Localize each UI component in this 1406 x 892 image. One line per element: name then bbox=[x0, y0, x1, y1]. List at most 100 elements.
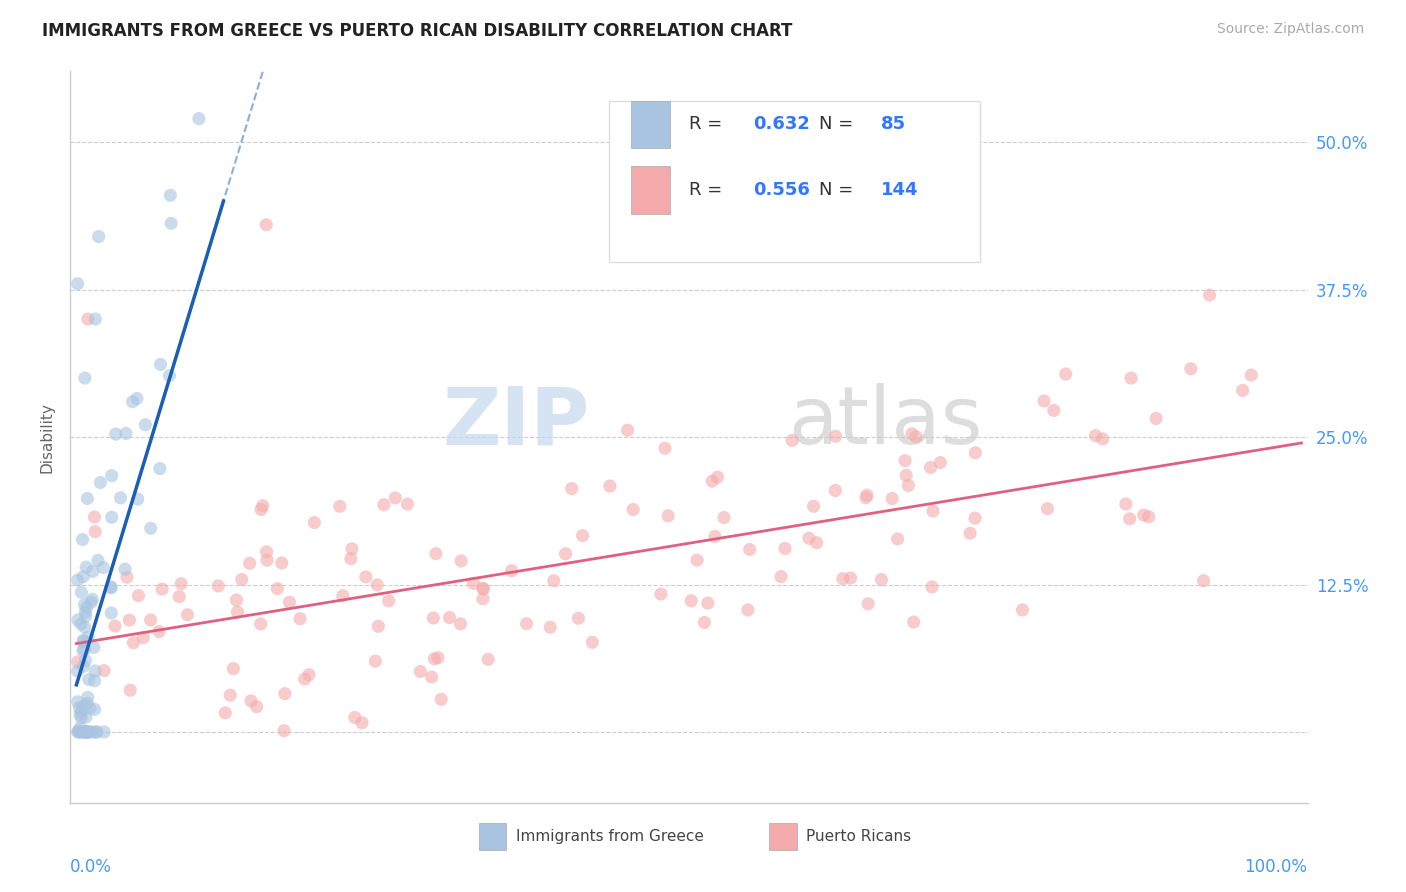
Point bbox=[76, 725, 98, 739]
Point bbox=[278, 595, 301, 609]
Text: ZIP: ZIP bbox=[443, 384, 591, 461]
Point bbox=[93, 725, 115, 739]
Point bbox=[266, 582, 288, 596]
Point bbox=[1144, 411, 1167, 425]
Point bbox=[922, 504, 945, 518]
Point bbox=[1036, 501, 1059, 516]
Point bbox=[831, 572, 853, 586]
Point bbox=[84, 725, 107, 739]
Point bbox=[82, 725, 104, 739]
Point bbox=[366, 578, 388, 592]
Point bbox=[167, 590, 190, 604]
Point bbox=[70, 617, 93, 632]
Point bbox=[150, 582, 173, 596]
Point bbox=[693, 615, 716, 630]
Point bbox=[76, 697, 98, 711]
Text: 0.556: 0.556 bbox=[754, 181, 810, 199]
Point bbox=[73, 725, 96, 739]
Point bbox=[84, 312, 107, 326]
Text: 0.0%: 0.0% bbox=[70, 858, 112, 876]
Point bbox=[420, 670, 443, 684]
Point bbox=[423, 652, 446, 666]
Text: Puerto Ricans: Puerto Ricans bbox=[807, 829, 911, 844]
Point bbox=[75, 710, 97, 724]
Point bbox=[149, 358, 172, 372]
Point bbox=[1119, 371, 1142, 385]
Point bbox=[93, 664, 115, 678]
Point bbox=[343, 710, 366, 724]
Point bbox=[134, 417, 156, 432]
Point bbox=[463, 576, 485, 591]
Point bbox=[75, 609, 97, 624]
Point bbox=[139, 521, 162, 535]
Point bbox=[538, 620, 561, 634]
Point bbox=[450, 616, 472, 631]
Point bbox=[69, 725, 91, 739]
Point bbox=[70, 705, 93, 719]
Point bbox=[824, 429, 846, 443]
Point bbox=[82, 565, 104, 579]
Point bbox=[249, 616, 271, 631]
Point bbox=[115, 426, 138, 441]
Point bbox=[501, 564, 523, 578]
Bar bbox=[631, 167, 671, 214]
Point bbox=[149, 461, 172, 475]
Text: 85: 85 bbox=[880, 115, 905, 134]
Point bbox=[1084, 428, 1107, 442]
Point bbox=[115, 570, 138, 584]
Point bbox=[1133, 508, 1156, 522]
Point bbox=[654, 442, 676, 456]
Point bbox=[686, 553, 709, 567]
Point bbox=[159, 188, 181, 202]
Point bbox=[75, 725, 97, 739]
Text: R =: R = bbox=[689, 181, 728, 199]
Point bbox=[127, 589, 149, 603]
Point bbox=[471, 582, 494, 596]
Text: Source: ZipAtlas.com: Source: ZipAtlas.com bbox=[1216, 22, 1364, 37]
Point bbox=[72, 633, 94, 648]
Point bbox=[329, 500, 352, 514]
Point bbox=[364, 654, 387, 668]
Point bbox=[77, 630, 100, 644]
Bar bbox=[769, 822, 797, 850]
Point bbox=[66, 573, 89, 587]
Point bbox=[254, 218, 277, 232]
Point bbox=[274, 687, 297, 701]
Point bbox=[72, 570, 94, 584]
Point bbox=[125, 392, 148, 406]
Point bbox=[120, 683, 142, 698]
Y-axis label: Disability: Disability bbox=[39, 401, 55, 473]
Point bbox=[294, 672, 316, 686]
Point bbox=[870, 573, 893, 587]
Point bbox=[76, 725, 98, 739]
Point bbox=[87, 553, 110, 567]
Point bbox=[561, 482, 583, 496]
Point bbox=[1054, 367, 1077, 381]
Point bbox=[1198, 288, 1220, 302]
Point bbox=[472, 582, 495, 596]
Point bbox=[76, 600, 98, 615]
Point bbox=[76, 690, 98, 705]
Point bbox=[270, 556, 292, 570]
Point bbox=[72, 643, 94, 657]
Point bbox=[903, 615, 925, 629]
Point bbox=[409, 665, 432, 679]
Text: 0.632: 0.632 bbox=[754, 115, 810, 134]
Point bbox=[207, 579, 229, 593]
Text: N =: N = bbox=[818, 181, 859, 199]
Point bbox=[83, 673, 105, 688]
Point bbox=[1180, 361, 1202, 376]
Point bbox=[84, 524, 107, 539]
Point bbox=[118, 613, 141, 627]
Point bbox=[696, 596, 718, 610]
Point bbox=[122, 636, 145, 650]
Point bbox=[66, 655, 89, 669]
Point bbox=[621, 502, 644, 516]
Point bbox=[921, 580, 943, 594]
Text: 100.0%: 100.0% bbox=[1244, 858, 1308, 876]
Point bbox=[896, 468, 918, 483]
Point bbox=[288, 612, 311, 626]
Point bbox=[66, 664, 89, 678]
Point bbox=[256, 545, 278, 559]
Point bbox=[100, 510, 122, 524]
